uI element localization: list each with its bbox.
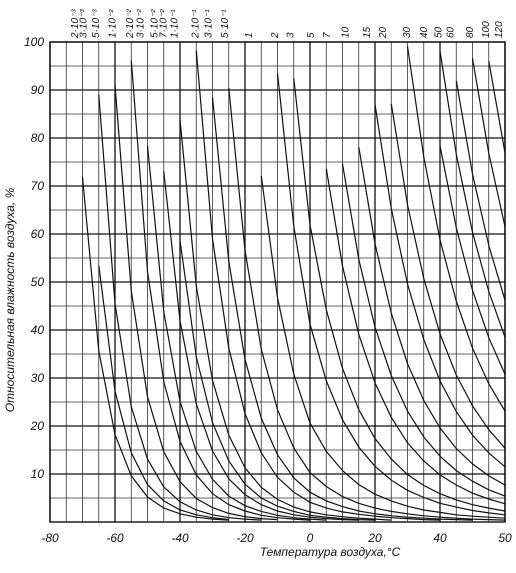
curve [179, 240, 376, 521]
y-tick-label: 70 [31, 179, 45, 193]
curve [211, 97, 473, 521]
x-tick-label: 20 [367, 531, 382, 545]
curve [146, 145, 327, 521]
curve-label: 10 [340, 26, 351, 38]
curve-label: 3·10⁻² [136, 9, 147, 38]
curve-label: 20 [378, 26, 389, 39]
x-tick-label: -40 [171, 531, 189, 545]
curve-label: 5 [306, 32, 317, 38]
curve-label: 5·10⁻¹ [220, 9, 231, 38]
y-tick-label: 60 [31, 227, 45, 241]
curve [374, 104, 506, 468]
curve [179, 119, 392, 521]
curve-label: 2·10⁻³ [70, 9, 81, 39]
x-tick-label: 0 [307, 531, 314, 545]
curve-label: 1 [244, 32, 255, 38]
curve [114, 85, 278, 521]
y-tick-label: 40 [31, 323, 45, 337]
y-tick-label: 80 [31, 131, 45, 145]
curve [195, 50, 441, 521]
curve-label: 3 [286, 32, 297, 38]
curve-label: 5·10⁻² [150, 9, 161, 38]
curve [325, 168, 506, 505]
curve [293, 78, 506, 512]
curve [81, 176, 229, 521]
y-tick-label: 30 [31, 371, 45, 385]
curve-label: 3·10⁻³ [79, 9, 90, 38]
curve-label: 3·10⁻¹ [203, 9, 214, 38]
x-tick-label: 40 [433, 531, 447, 545]
curve-label: 2·10⁻² [125, 9, 136, 39]
curve-label: 2·10⁻¹ [191, 9, 202, 39]
curve-label: 5·10⁻³ [91, 9, 102, 38]
curve [98, 265, 229, 521]
curve [228, 88, 506, 521]
x-tick-label: -80 [41, 531, 59, 545]
curve [98, 94, 262, 521]
curve [439, 145, 506, 375]
y-axis-title: Относительная влажность воздуха, % [3, 187, 17, 412]
curve [471, 58, 506, 227]
curve [163, 171, 359, 521]
curve-label: 1·10⁻¹ [170, 9, 181, 38]
x-axis-title: Температура воздуха,°С [260, 545, 401, 559]
curve-label: 1·10⁻² [108, 9, 119, 38]
y-tick-label: 20 [30, 419, 45, 433]
curve-label: 30 [402, 26, 413, 38]
curve-label: 2 [270, 32, 281, 39]
curve [358, 147, 506, 486]
curve-label: 80 [465, 26, 476, 38]
curve [390, 103, 506, 449]
curve-label: 120 [494, 21, 505, 38]
y-tick-label: 50 [31, 275, 45, 289]
curve-label: 50 [434, 26, 445, 38]
y-tick-label: 90 [31, 83, 45, 97]
curve [260, 175, 506, 519]
curve-label: 40 [419, 26, 430, 38]
curve-label: 7 [322, 32, 333, 38]
curve [276, 73, 506, 516]
y-tick-label: 100 [24, 35, 44, 49]
curve-label: 100 [481, 21, 492, 38]
curve [341, 163, 506, 497]
curve-label: 60 [445, 26, 456, 38]
x-tick-label: -60 [106, 531, 124, 545]
curve [406, 46, 506, 412]
curve [455, 80, 506, 301]
curve-label: 15 [362, 26, 373, 38]
x-tick-label: -20 [236, 531, 254, 545]
curve-label: 7·10⁻² [159, 9, 170, 38]
curve [130, 60, 311, 521]
x-tick-label: 50 [498, 531, 512, 545]
y-tick-label: 10 [31, 467, 45, 481]
curve [439, 51, 506, 338]
curve [488, 61, 506, 154]
